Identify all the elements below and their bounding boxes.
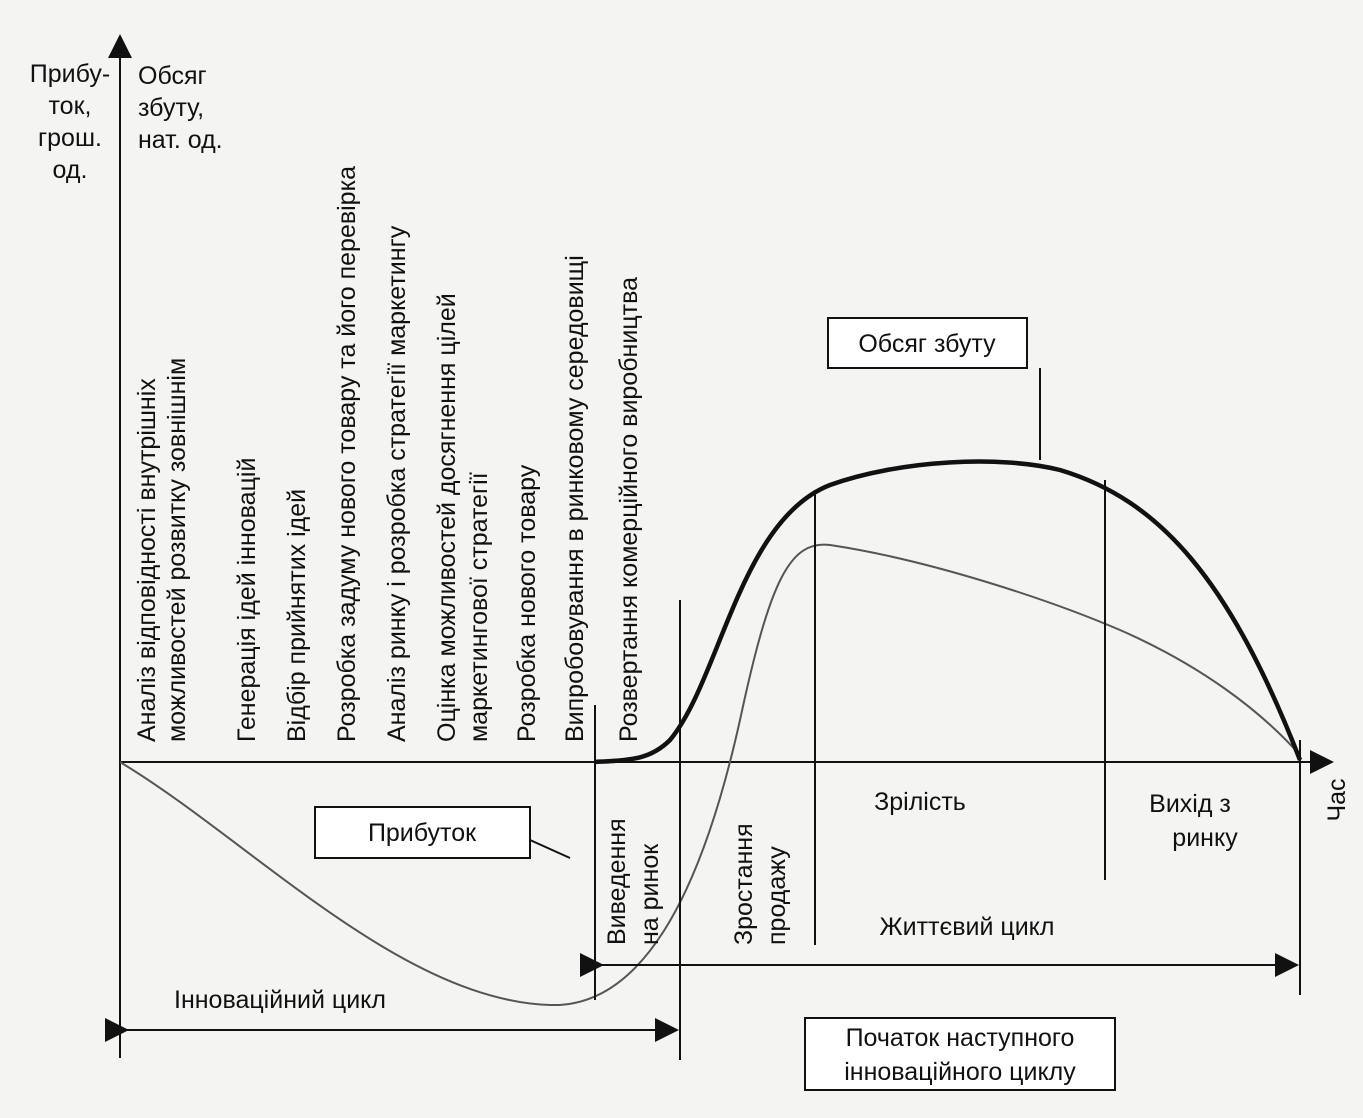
stage-label: Розробка задуму нового товару та його пе…: [333, 166, 361, 742]
life-cycle-label: Життєвий цикл: [880, 913, 1055, 941]
next-cycle-label: інноваційного циклу: [844, 1058, 1076, 1086]
phase-label: Виведення: [603, 818, 631, 945]
profit-axis-label: ток,: [49, 92, 92, 120]
profit-axis-label: Прибу-: [30, 60, 110, 88]
stage-label: Аналіз ринку і розробка стратегії маркет…: [383, 225, 411, 742]
phase-label: продажу: [763, 846, 791, 945]
sales-label: Обсяг збуту: [858, 330, 996, 358]
stage-label: можливостей розвитку зовнішнім: [163, 358, 191, 742]
phase-label: Зрілість: [874, 788, 966, 816]
next-cycle-label: Початок наступного: [846, 1024, 1075, 1052]
stage-label: Випробовування в ринковому середовищі: [561, 255, 589, 742]
phase-label: ринку: [1172, 824, 1238, 852]
sales-curve: [594, 459, 1303, 765]
phase-label: Зростання: [730, 823, 758, 945]
sales-box: [827, 317, 1028, 369]
phase-lines: [529, 368, 1301, 1060]
profit-box: [314, 806, 531, 859]
time-axis-label: Час: [1323, 778, 1351, 821]
stage-label: Оцінка можливостей досягнення цілей: [433, 293, 461, 742]
phase-label: Вихід з: [1149, 790, 1231, 818]
stage-label: Розвертання комерційного виробництва: [615, 277, 643, 742]
profit-axis-label: грош.: [38, 124, 102, 152]
volume-axis-label: збуту,: [138, 94, 204, 122]
volume-axis-label: Обсяг: [138, 62, 207, 90]
innovation-cycle-label: Інноваційний цикл: [174, 986, 386, 1014]
stage-label: Аналіз відповідності внутрішніх: [133, 378, 161, 742]
stage-label: Генерація ідей інновацій: [233, 458, 261, 742]
stage-label: Розробка нового товару: [513, 464, 541, 742]
stage-label: Відбір прийнятих ідей: [283, 489, 311, 742]
profit-curve: [119, 543, 1301, 1007]
profit-axis-label: од.: [53, 156, 88, 184]
volume-axis-label: нат. од.: [138, 126, 223, 154]
stage-label: маркетингової стратегії: [465, 472, 493, 742]
profit-label: Прибуток: [368, 819, 477, 847]
phase-label: на ринок: [636, 843, 664, 945]
next-cycle-box: [804, 1017, 1116, 1091]
